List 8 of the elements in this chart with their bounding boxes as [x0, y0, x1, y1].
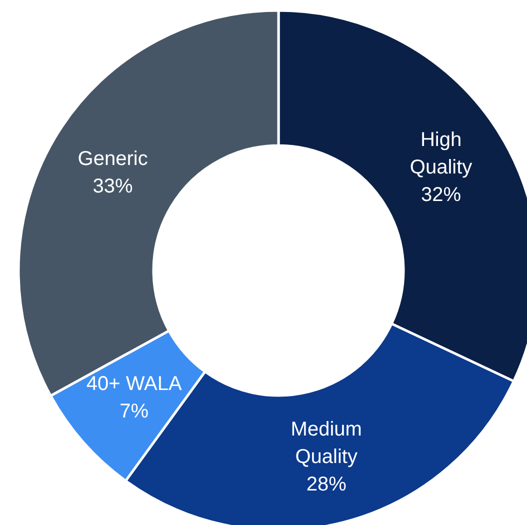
- slice-label: High Quality: [410, 128, 472, 178]
- data-label: 33%: [92, 175, 134, 198]
- data-label: 28%: [306, 473, 347, 496]
- slice-label: 40+ WALA: [86, 373, 182, 396]
- slice-label: Medium Quality: [290, 418, 362, 468]
- data-label: 32%: [421, 184, 462, 206]
- slice-label: Generic: [78, 148, 148, 170]
- data-label: 7%: [120, 400, 149, 423]
